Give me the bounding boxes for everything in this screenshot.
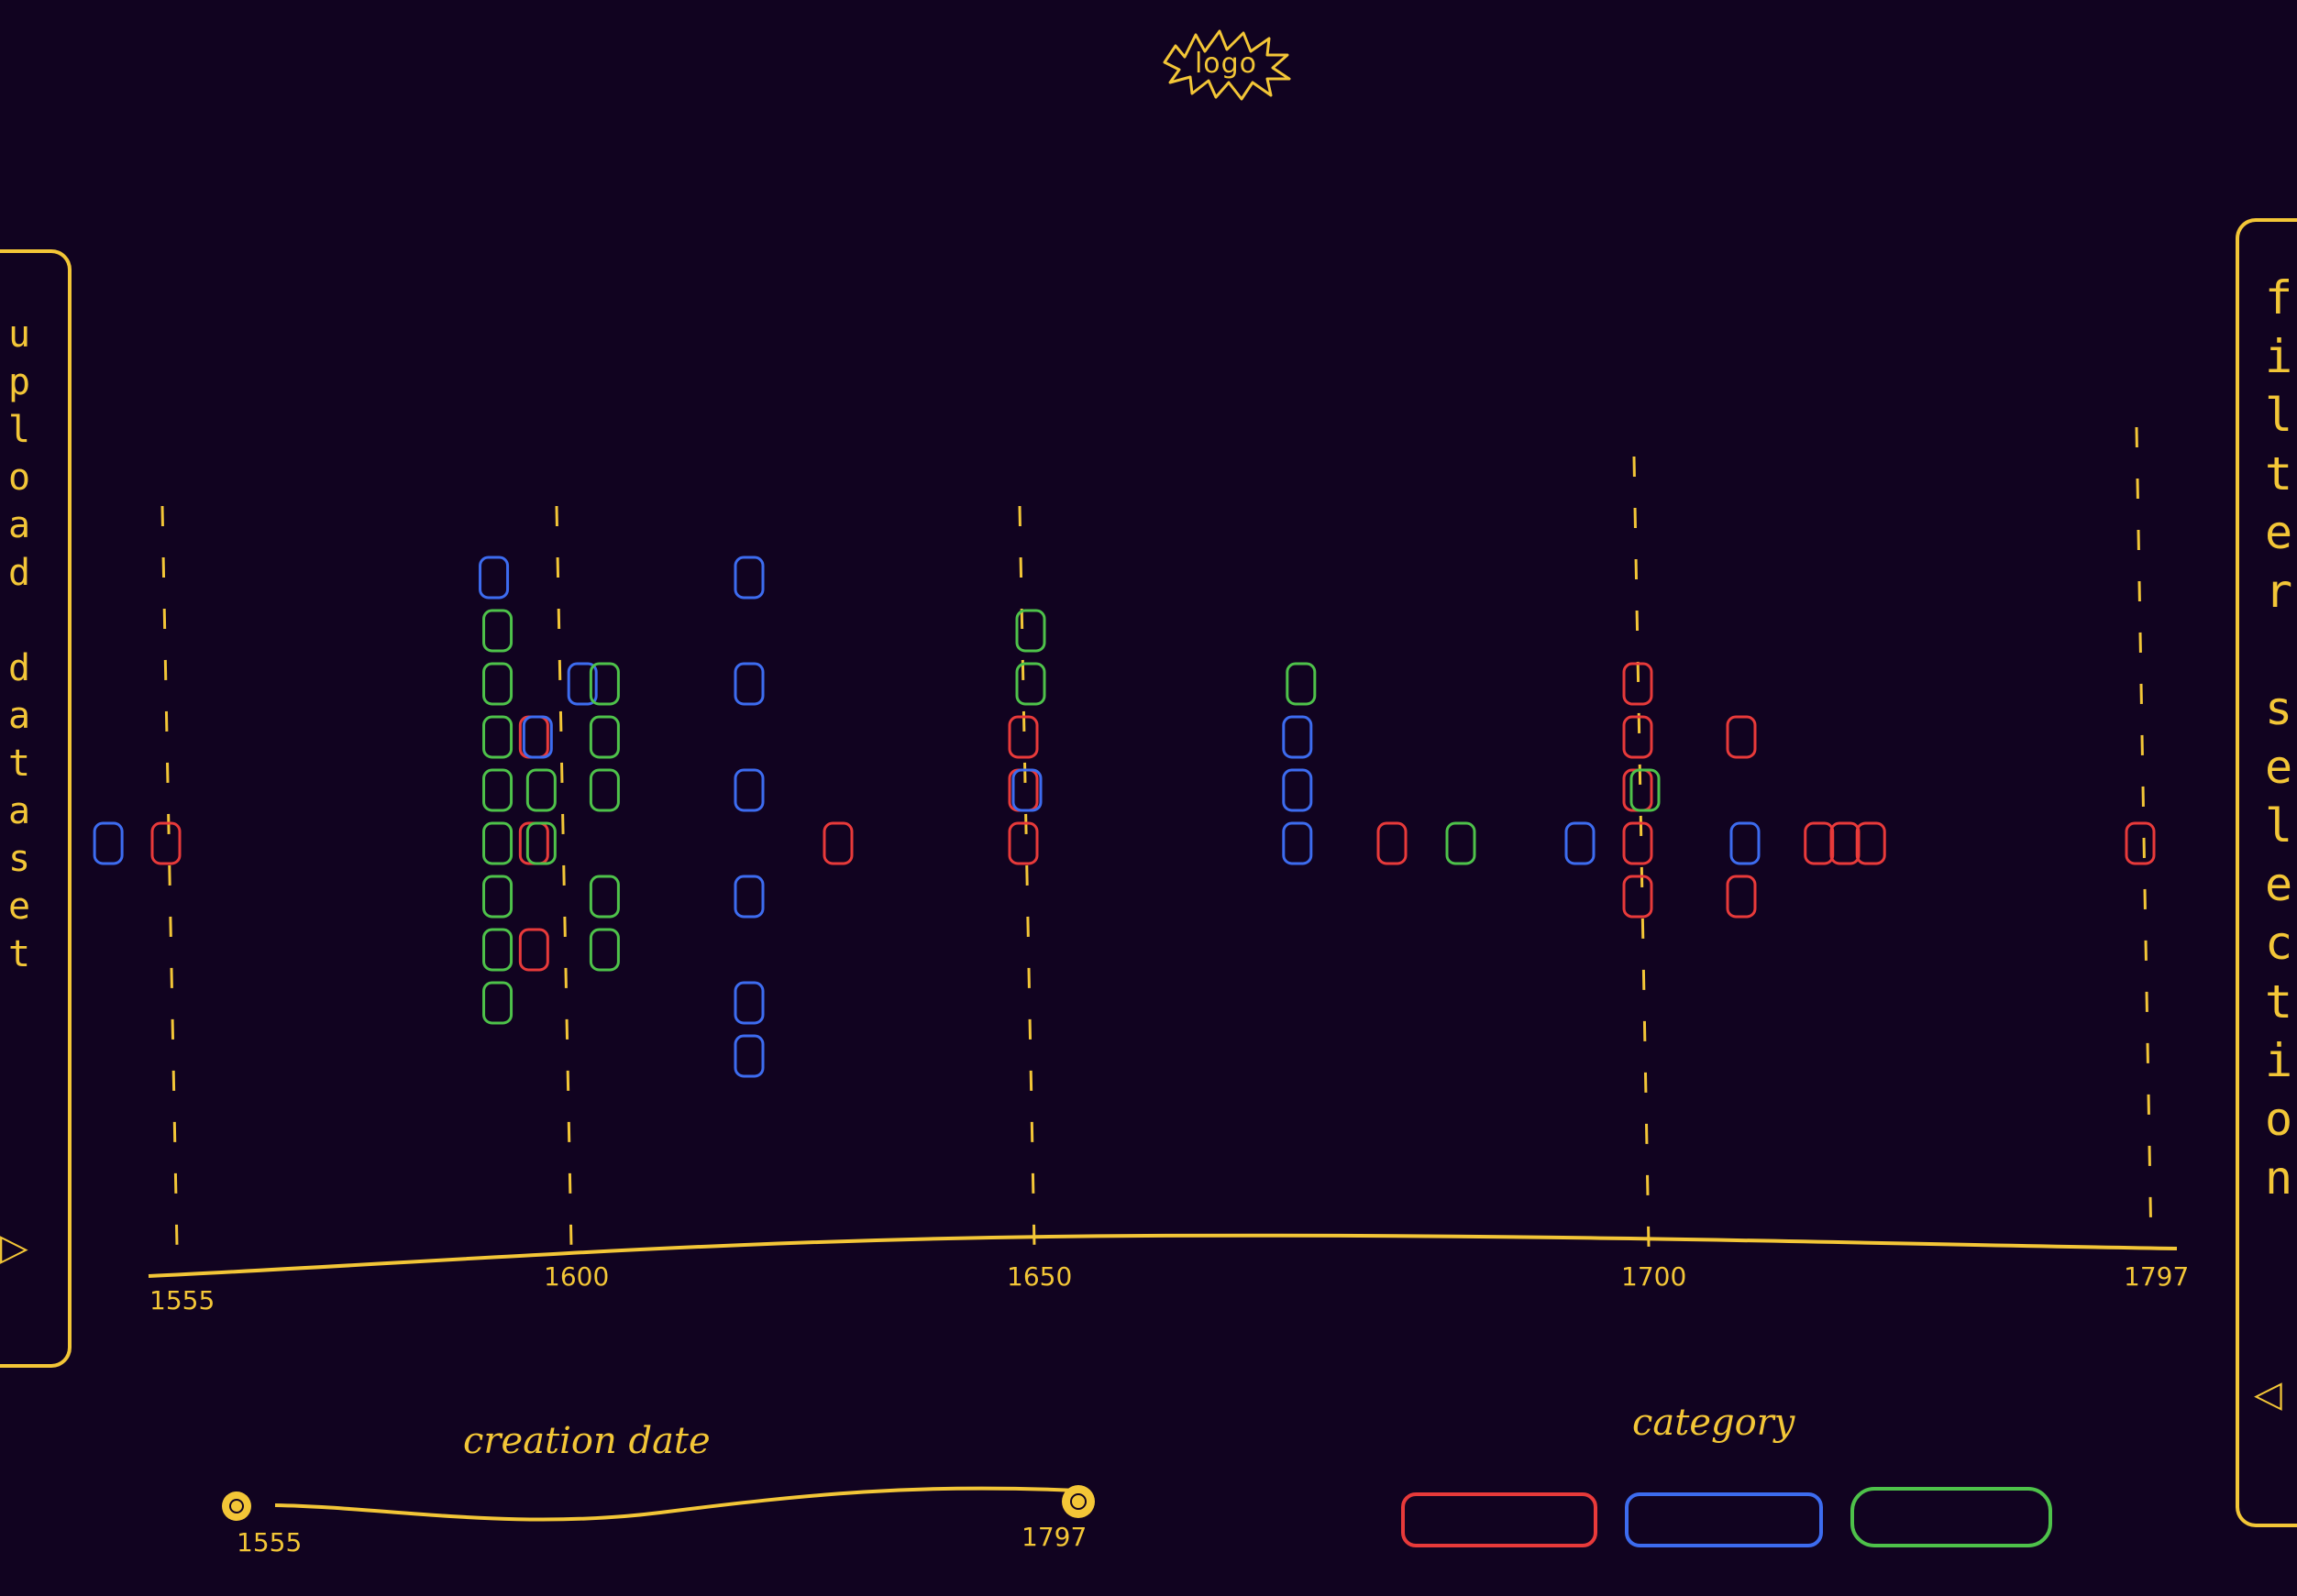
x-tick-label-1797: 1797 (2124, 1261, 2189, 1292)
data-point[interactable] (734, 981, 765, 1025)
data-point[interactable] (567, 662, 598, 706)
data-point[interactable] (482, 981, 514, 1025)
x-axis-line (148, 1233, 2178, 1278)
data-point[interactable] (734, 768, 765, 812)
date-slider-min-handle[interactable] (222, 1491, 251, 1521)
logo-burst-icon (1163, 29, 1291, 101)
data-point[interactable] (1282, 821, 1313, 865)
data-point[interactable] (1726, 875, 1757, 919)
data-point[interactable] (589, 768, 620, 812)
x-tick-label-1600: 1600 (544, 1261, 609, 1292)
x-tick-label-1650: 1650 (1007, 1261, 1072, 1292)
data-point[interactable] (1015, 662, 1046, 706)
data-point[interactable] (734, 875, 765, 919)
data-point[interactable] (1729, 821, 1761, 865)
category-legend (1401, 1487, 2052, 1547)
data-point[interactable] (1445, 821, 1476, 865)
data-point[interactable] (1855, 821, 1886, 865)
tick-guide-1555 (160, 505, 179, 1248)
data-point[interactable] (1015, 609, 1046, 653)
data-point[interactable] (150, 821, 182, 865)
data-point[interactable] (482, 715, 514, 759)
data-point[interactable] (525, 821, 557, 865)
data-point[interactable] (1008, 821, 1039, 865)
data-point[interactable] (518, 928, 549, 972)
logo: logo (1157, 26, 1295, 101)
data-point[interactable] (1011, 768, 1043, 812)
data-point[interactable] (2125, 821, 2156, 865)
logo-text: logo (1194, 47, 1258, 80)
data-point[interactable] (1008, 715, 1039, 759)
data-point[interactable] (525, 768, 557, 812)
data-point[interactable] (1286, 662, 1317, 706)
category-swatch-green[interactable] (1850, 1487, 2052, 1547)
data-point[interactable] (482, 875, 514, 919)
data-point[interactable] (589, 662, 620, 706)
data-point[interactable] (1622, 768, 1653, 812)
date-slider[interactable]: 1555 1797 (222, 1485, 1095, 1557)
tick-guide-1700 (1632, 456, 1651, 1248)
date-slider-min-label: 1555 (237, 1527, 302, 1557)
tick-guide-1797 (2135, 426, 2153, 1248)
category-label: category (1632, 1402, 1796, 1444)
date-slider-max-handle[interactable] (1062, 1485, 1095, 1518)
category-swatch-red[interactable] (1401, 1492, 1597, 1547)
filter-selection-panel[interactable]: filter selection ◁ (2236, 218, 2297, 1527)
data-point[interactable] (522, 715, 553, 759)
data-point[interactable] (1622, 715, 1653, 759)
filter-selection-label: filter selection (2252, 271, 2297, 1210)
triangle-right-icon[interactable]: ▷ (0, 1227, 28, 1269)
data-point[interactable] (482, 662, 514, 706)
data-point[interactable] (93, 821, 124, 865)
data-point[interactable] (589, 875, 620, 919)
data-point[interactable] (482, 821, 514, 865)
data-point[interactable] (1376, 821, 1408, 865)
max-handle-ring (1070, 1493, 1087, 1510)
data-point[interactable] (734, 556, 765, 600)
date-slider-max-label: 1797 (1022, 1522, 1087, 1552)
data-point[interactable] (589, 715, 620, 759)
tick-guide-1600 (555, 505, 573, 1248)
data-point[interactable] (734, 662, 765, 706)
upload-dataset-label: upload dataset (0, 314, 40, 981)
data-point[interactable] (734, 1034, 765, 1078)
x-tick-label-1700: 1700 (1621, 1261, 1686, 1292)
data-point[interactable] (1726, 715, 1757, 759)
min-handle-ring (229, 1499, 244, 1513)
data-point[interactable] (1282, 768, 1313, 812)
x-tick-label-1555: 1555 (149, 1285, 215, 1315)
data-point[interactable] (1622, 662, 1653, 706)
data-point[interactable] (1622, 821, 1653, 865)
category-swatch-blue[interactable] (1625, 1492, 1823, 1547)
tick-guide-1650 (1018, 505, 1036, 1248)
upload-dataset-panel[interactable]: upload dataset ▷ (0, 249, 72, 1368)
data-point[interactable] (1282, 715, 1313, 759)
data-point[interactable] (1564, 821, 1596, 865)
date-slider-track[interactable] (274, 1486, 1079, 1522)
creation-date-label: creation date (463, 1420, 711, 1462)
data-point[interactable] (518, 821, 549, 865)
data-point[interactable] (482, 928, 514, 972)
data-point[interactable] (482, 609, 514, 653)
data-point[interactable] (1804, 821, 1835, 865)
data-point[interactable] (823, 821, 854, 865)
data-point[interactable] (589, 928, 620, 972)
data-point[interactable] (1829, 821, 1861, 865)
data-point[interactable] (482, 768, 514, 812)
data-point[interactable] (479, 556, 510, 600)
data-point[interactable] (1622, 875, 1653, 919)
triangle-left-icon[interactable]: ◁ (2254, 1373, 2282, 1415)
data-point[interactable] (1629, 768, 1661, 812)
